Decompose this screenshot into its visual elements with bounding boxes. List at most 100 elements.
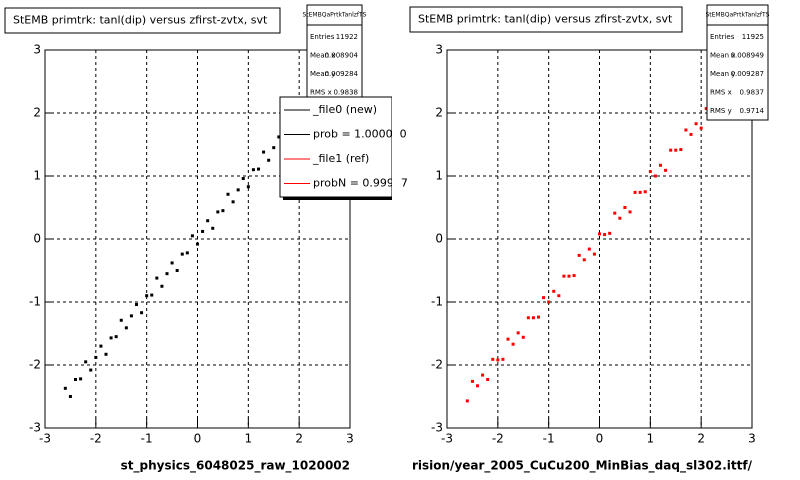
x-tick-label: 3 <box>748 432 756 446</box>
point <box>537 315 540 319</box>
title-box <box>4 7 281 34</box>
point <box>135 303 138 307</box>
point <box>699 126 703 130</box>
point <box>496 358 500 362</box>
point <box>669 148 673 152</box>
point <box>257 167 260 171</box>
stats-value: 0.9838 <box>334 89 359 97</box>
point <box>653 174 657 178</box>
x-tick-label: -3 <box>441 432 453 446</box>
point <box>623 206 627 209</box>
point <box>190 234 194 238</box>
y-tick-label: -3 <box>29 421 41 435</box>
point <box>180 252 184 256</box>
point <box>114 335 118 339</box>
point <box>679 148 683 152</box>
point <box>648 170 652 174</box>
y-tick-label: 0 <box>435 232 443 246</box>
x-tick-label: 0 <box>596 432 604 446</box>
stats-label: Entries <box>710 33 735 41</box>
point <box>465 399 469 403</box>
point <box>145 294 149 298</box>
point <box>267 158 271 162</box>
point <box>236 188 240 192</box>
plot: -3 -2 -1 0 1 2 3 -3 -2 -1 0 1 2 3 st_physics_6048025_r… <box>4 4 408 474</box>
point <box>241 177 245 181</box>
stats-box <box>706 4 769 121</box>
point <box>124 326 128 330</box>
point <box>531 316 535 320</box>
point <box>94 355 98 359</box>
point <box>470 379 474 383</box>
point <box>633 190 637 194</box>
point <box>521 335 525 339</box>
point <box>196 242 199 246</box>
point <box>84 360 88 364</box>
stats-label: RMS x <box>310 89 332 97</box>
point <box>674 148 678 152</box>
legend-label: _file1 (ref) <box>312 152 369 165</box>
point <box>109 336 113 340</box>
point <box>175 269 179 272</box>
point <box>251 168 255 172</box>
point <box>155 276 159 280</box>
y-tick-label: 1 <box>33 169 41 183</box>
y-tick-label: -3 <box>431 421 443 435</box>
x-tick-label: -1 <box>543 432 555 446</box>
stats-label: Mean x <box>310 52 335 60</box>
point <box>562 274 566 278</box>
point <box>68 395 72 398</box>
point <box>557 294 561 298</box>
chart-title: StEMB primtrk: tanl(dip) versus zfirst-z… <box>418 13 673 26</box>
y-tick-label: 3 <box>33 43 41 57</box>
point <box>501 357 505 361</box>
x-tick-label: 1 <box>647 432 655 446</box>
point <box>608 231 612 235</box>
stats-label: RMS y <box>710 107 732 115</box>
x-axis-label: st_physics_6048025_raw_1020002 <box>121 459 350 474</box>
point <box>185 251 189 255</box>
point <box>628 210 632 214</box>
stats-title: StEMBQaPrtkTanlzfTS <box>705 12 769 19</box>
point <box>659 163 662 167</box>
point <box>481 373 485 377</box>
point <box>638 190 642 194</box>
plot: -3 -2 -1 0 1 2 3 -3 -2 -1 0 1 2 3 rision/year_2005_CuC… <box>409 4 770 474</box>
point <box>552 289 556 293</box>
point <box>511 342 515 346</box>
y-tick-label: -2 <box>431 358 443 372</box>
point <box>572 274 576 278</box>
point <box>618 216 622 220</box>
point <box>476 384 479 388</box>
stats-value: 0.009284 <box>325 70 359 78</box>
y-tick-label: 2 <box>435 106 443 120</box>
point <box>613 211 617 215</box>
point <box>547 300 551 304</box>
legend-clip <box>392 95 400 203</box>
point <box>603 233 607 237</box>
stats-value: 0.9837 <box>740 89 765 97</box>
y-tick-label: 0 <box>33 232 41 246</box>
legend-label: _file0 (new) <box>312 103 377 116</box>
x-tick-label: -2 <box>90 432 102 446</box>
point <box>79 377 83 381</box>
point <box>542 296 546 300</box>
point <box>201 229 205 233</box>
x-axis-label: rision/year_2005_CuCu200_MinBias_daq_sl3… <box>412 459 753 474</box>
point <box>272 146 276 150</box>
point <box>89 368 93 372</box>
point <box>587 247 591 251</box>
stats-label: Mean y <box>310 70 335 78</box>
point <box>170 261 174 265</box>
stats-label: Mean y <box>710 70 735 78</box>
chart-title: StEMB primtrk: tanl(dip) versus zfirst-z… <box>13 14 268 27</box>
point <box>231 200 235 204</box>
point <box>104 352 108 356</box>
point <box>221 209 225 213</box>
point <box>206 219 210 223</box>
y-tick-label: 1 <box>435 169 443 183</box>
x-tick-label: 3 <box>346 432 354 446</box>
x-tick-label: 2 <box>697 432 705 446</box>
stats-box <box>306 4 363 101</box>
